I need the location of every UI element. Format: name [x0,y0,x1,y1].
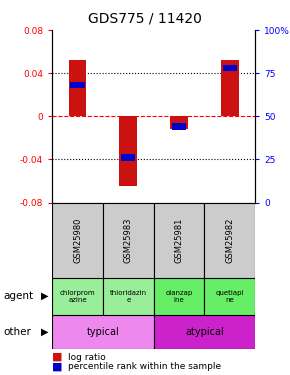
Text: other: other [3,327,31,337]
FancyBboxPatch shape [52,315,154,349]
Text: ■: ■ [52,352,63,362]
Text: percentile rank within the sample: percentile rank within the sample [68,362,221,371]
FancyBboxPatch shape [103,278,154,315]
Bar [119,116,137,186]
FancyBboxPatch shape [52,278,103,315]
Text: GSM25982: GSM25982 [225,217,234,262]
Text: ▶: ▶ [41,327,49,337]
Bar [170,116,188,129]
Text: GSM25980: GSM25980 [73,217,82,262]
Text: atypical: atypical [185,327,224,337]
Text: GSM25983: GSM25983 [124,217,133,263]
Text: chlorprom
azine: chlorprom azine [60,290,95,303]
Bar [121,154,135,161]
FancyBboxPatch shape [204,278,255,315]
Text: ▶: ▶ [41,291,49,301]
FancyBboxPatch shape [154,315,255,349]
Bar [69,60,86,116]
FancyBboxPatch shape [103,202,154,278]
Text: olanzap
ine: olanzap ine [166,290,193,303]
FancyBboxPatch shape [52,202,103,278]
FancyBboxPatch shape [154,278,204,315]
FancyBboxPatch shape [204,202,255,278]
Text: ■: ■ [52,362,63,372]
Text: quetiapi
ne: quetiapi ne [215,290,244,303]
Bar [223,65,237,71]
Bar [221,60,239,116]
Bar [70,82,85,88]
Text: GDS775 / 11420: GDS775 / 11420 [88,11,202,25]
Text: log ratio: log ratio [68,352,106,362]
Text: GSM25981: GSM25981 [175,217,184,262]
Text: agent: agent [3,291,33,301]
Text: typical: typical [87,327,119,337]
FancyBboxPatch shape [154,202,204,278]
Text: thioridazin
e: thioridazin e [110,290,147,303]
Bar [172,123,186,130]
